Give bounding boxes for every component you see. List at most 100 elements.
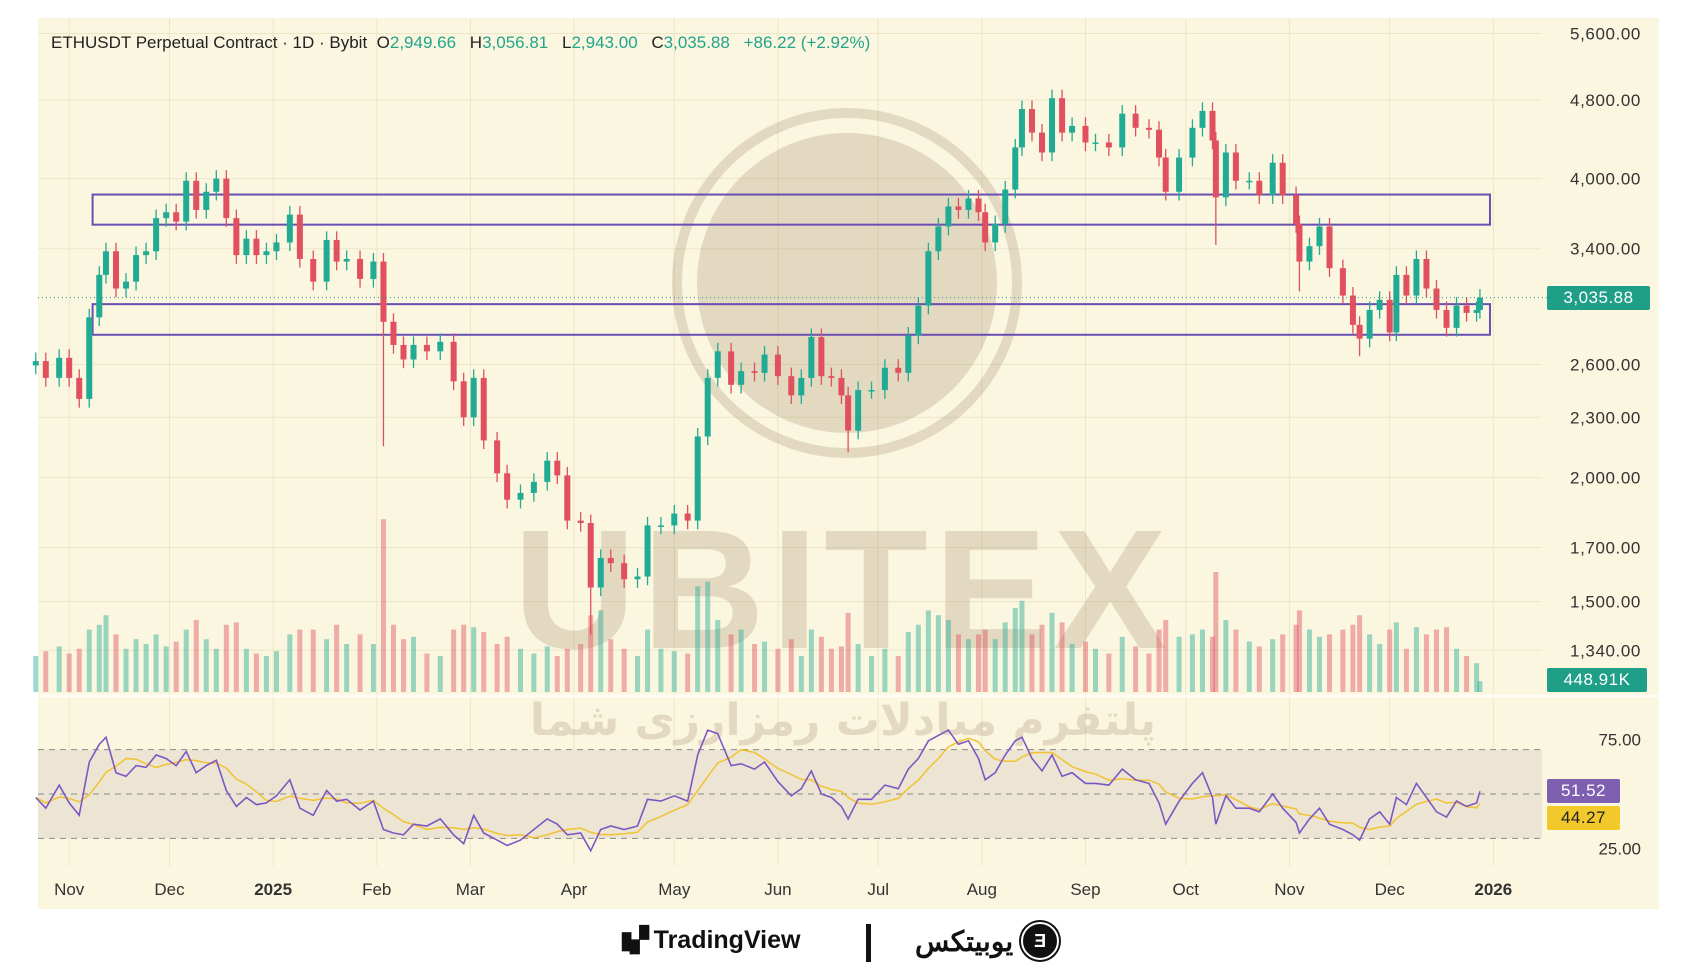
candle-body (751, 371, 758, 373)
candle-body (671, 513, 678, 526)
volume-bar (76, 648, 82, 692)
volume-bar (1233, 629, 1239, 692)
candle-body (343, 258, 350, 262)
volume-bar (544, 646, 550, 692)
volume-bar (334, 624, 340, 692)
volume-bar (253, 653, 259, 692)
volume-bar (1210, 636, 1216, 692)
candle-body (808, 337, 815, 378)
candle-body (113, 251, 120, 289)
candle-body (480, 377, 487, 441)
candle-body (1293, 195, 1300, 225)
volume-bar (915, 624, 921, 692)
candle-body (982, 212, 989, 243)
candle-body (1018, 109, 1025, 148)
volume-bar (752, 644, 758, 692)
volume-bar (451, 629, 457, 692)
volume-bar (705, 581, 711, 692)
volume-bar (788, 639, 794, 692)
candle-body (621, 563, 628, 580)
price-zone-box (91, 193, 1491, 226)
volume-bar (173, 641, 179, 692)
volume-bar (1029, 634, 1035, 692)
candle-body (1012, 147, 1019, 190)
low-value: 2,943.00 (571, 33, 638, 52)
candle-body (1176, 157, 1183, 192)
volume-bar (838, 646, 844, 692)
volume-bar (1082, 641, 1088, 692)
candle-body (66, 357, 73, 378)
volume-bar (143, 644, 149, 692)
candle-body (530, 481, 537, 493)
candle-body (838, 377, 845, 396)
watermark: UBITEX پلتفرم مبادلات رمزارزی شما (513, 108, 1167, 746)
volume-bar (658, 648, 664, 692)
candle-body (1269, 162, 1276, 196)
volume-bar (1156, 629, 1162, 692)
candle-body (517, 492, 524, 500)
volume-bar (1454, 648, 1460, 692)
candle-body (76, 377, 83, 399)
candle-body (945, 206, 952, 227)
volume-bar (243, 648, 249, 692)
volume-bar (370, 644, 376, 692)
candle-body (644, 525, 651, 577)
volume-bar (1002, 622, 1008, 692)
y-tick-label: 4,000.00 (1570, 170, 1641, 189)
volume-bar (123, 648, 129, 692)
rsi-ma-tag: 44.27 (1547, 806, 1620, 830)
candle-body (1039, 132, 1046, 153)
volume-bar (578, 644, 584, 692)
candle-body (450, 341, 457, 382)
y-tick-label: 1,700.00 (1570, 539, 1641, 558)
volume-bar (1293, 624, 1299, 692)
volume-bar (685, 653, 691, 692)
candle-body (1376, 299, 1383, 310)
candle-body (1082, 125, 1089, 143)
ubitex-icon: Ǝ (1021, 922, 1060, 960)
volume-bar (287, 634, 293, 692)
volume-bar (103, 615, 109, 692)
candle-body (86, 317, 93, 399)
candle-body (203, 191, 210, 210)
open-value: 2,949.66 (389, 33, 457, 52)
candle-body (370, 261, 377, 279)
volume-bar (588, 615, 594, 692)
volume-bar (808, 629, 814, 692)
candle-body (915, 305, 922, 336)
symbol-title: ETHUSDT Perpetual Contract · 1D · Bybit (51, 33, 368, 52)
volume-bar (845, 612, 851, 692)
volume-bar (494, 644, 500, 692)
candle-body (788, 376, 795, 396)
candle-body (818, 337, 825, 377)
candle-body (845, 395, 852, 431)
candle-body (410, 344, 417, 360)
watermark-tagline: پلتفرم مبادلات رمزارزی شما (530, 695, 1156, 746)
candle-body (1476, 297, 1483, 310)
volume-bar (869, 656, 875, 692)
volume-bar (798, 656, 804, 692)
x-tick-label: Dec (154, 880, 185, 899)
y-tick-label: 1,340.00 (1570, 641, 1641, 660)
volume-bar (1296, 610, 1302, 692)
volume-bar (905, 632, 911, 692)
volume-bar (855, 644, 861, 692)
candle-body (714, 351, 721, 378)
footer: ▮▞ TradingView یوبیتکس Ǝ (0, 918, 1688, 968)
tradingview-icon: ▮▞ (620, 927, 649, 954)
volume-bar (518, 648, 524, 692)
volume-bar (183, 629, 189, 692)
volume-bar (1377, 644, 1383, 692)
volume-bar (645, 629, 651, 692)
volume-bar (297, 629, 303, 692)
candle-body (183, 180, 190, 222)
y-tick-label: 2,300.00 (1570, 408, 1641, 427)
candle-body (704, 377, 711, 437)
candle-body (1132, 113, 1139, 128)
volume-bar (1019, 600, 1025, 692)
volume-bar (671, 651, 677, 692)
volume-bar (945, 620, 951, 692)
candle-body (1279, 162, 1286, 196)
volume-bar (1433, 629, 1439, 692)
